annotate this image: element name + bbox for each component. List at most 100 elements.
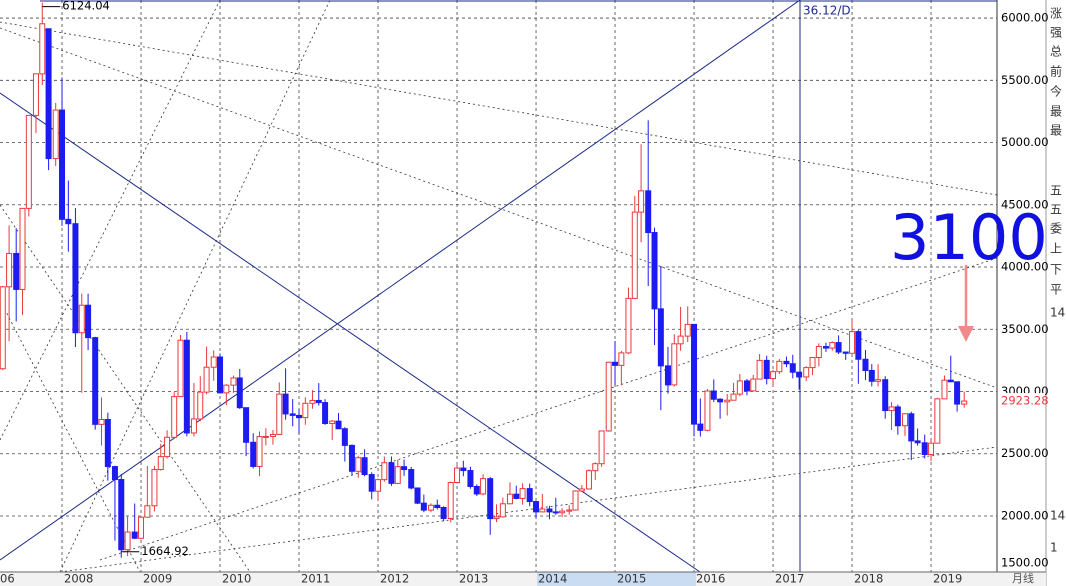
candle-body — [78, 304, 85, 334]
candle-body — [230, 377, 237, 386]
candle-body — [164, 436, 171, 458]
candle-body — [19, 207, 26, 290]
candle-body — [39, 23, 46, 75]
side-panel-text: 上 — [1050, 242, 1062, 256]
candle-body — [815, 346, 822, 359]
candle-body — [329, 420, 336, 424]
candle-body — [566, 509, 573, 512]
candle-body — [894, 406, 901, 427]
angle-label: 36.12/D — [803, 4, 851, 18]
candle-body — [908, 413, 915, 442]
candle-body — [138, 516, 145, 539]
candle-body — [151, 469, 158, 507]
x-tick-label: 2013 — [459, 572, 488, 586]
candle-body — [928, 442, 935, 455]
candle-body — [104, 419, 111, 468]
candle-body — [763, 359, 770, 380]
candle-body — [691, 323, 698, 425]
candle-body — [849, 331, 856, 354]
candle-body — [447, 481, 454, 519]
side-panel-text: 强 — [1050, 26, 1062, 40]
fan-line — [59, 0, 331, 573]
x-tick-label: 2009 — [143, 572, 172, 586]
y-tick-label: 4000.00 — [1001, 260, 1049, 274]
side-panel-text: 委 — [1050, 222, 1062, 236]
candle-body — [519, 488, 526, 499]
x-tick-label: 06 — [0, 572, 15, 586]
candle-body — [32, 73, 39, 116]
candle-body — [487, 478, 494, 520]
candle-body — [776, 360, 783, 373]
candles — [0, 2, 968, 558]
side-panel-text: 14 — [1050, 306, 1065, 320]
candle-body — [59, 109, 66, 220]
candle-body — [85, 304, 92, 339]
candle-body — [585, 470, 592, 490]
side-panel-text: 14 — [1050, 509, 1065, 523]
candle-body — [388, 462, 395, 484]
candle-body — [454, 467, 461, 483]
x-axis-strip — [0, 572, 1046, 586]
side-panel-text: 今 — [1050, 84, 1062, 99]
candle-body — [414, 487, 421, 504]
candle-body — [276, 393, 283, 435]
candle-body — [72, 223, 79, 334]
side-panel-text: 下 — [1050, 263, 1062, 277]
candle-body — [539, 508, 546, 513]
x-tick-label: 2014 — [538, 572, 567, 586]
fan-line — [0, 204, 251, 573]
candle-body — [52, 109, 59, 160]
candle-body — [381, 462, 388, 481]
candle-body — [440, 507, 447, 519]
candle-body — [420, 502, 427, 511]
candle-body — [546, 508, 553, 513]
candle-body — [467, 470, 474, 487]
candle-body — [282, 393, 289, 415]
candle-body — [947, 379, 954, 383]
candle-body — [322, 402, 329, 424]
candle-body — [868, 369, 875, 382]
candle-body — [578, 488, 585, 492]
candle-body — [770, 371, 777, 380]
candle-body — [684, 323, 691, 337]
candle-body — [262, 435, 269, 438]
candle-body — [171, 396, 178, 438]
y-tick-label: 5500.00 — [1001, 73, 1049, 87]
x-tick-label: 2016 — [696, 572, 725, 586]
candle-body — [289, 413, 296, 416]
side-panel-text: 最 — [1050, 105, 1062, 119]
candle-body — [552, 511, 559, 514]
candle-body — [704, 390, 711, 431]
last-price-label: 2923.28 — [1001, 394, 1049, 408]
x-tick-label: 2018 — [854, 572, 883, 586]
candle-body — [743, 380, 750, 392]
side-panel-text: 前 — [1050, 64, 1062, 79]
candle-body — [375, 479, 382, 492]
candle-body — [835, 342, 842, 353]
y-tick-label: 2000.00 — [1001, 508, 1049, 522]
candle-body — [480, 478, 487, 495]
candle-body — [408, 469, 415, 489]
x-axis-selection — [537, 572, 696, 586]
candle-body — [842, 351, 849, 354]
candle-body — [315, 399, 322, 404]
candle-body — [203, 366, 210, 393]
peak-label: 6124.04 — [62, 0, 110, 13]
candle-body — [6, 252, 13, 288]
candle-body — [875, 379, 882, 382]
side-panel-text: 最 — [1050, 124, 1062, 138]
candle-body — [243, 407, 250, 443]
side-panel-text: 涨 — [1050, 6, 1062, 21]
fan-line — [0, 0, 801, 561]
candle-body — [394, 466, 401, 484]
candle-body — [144, 505, 151, 518]
fan-line — [0, 21, 998, 196]
candle-body — [750, 378, 757, 392]
candle-body — [65, 218, 72, 225]
candle-body — [736, 380, 743, 395]
side-panel-text: 1 — [1050, 541, 1058, 555]
candle-body — [118, 479, 125, 551]
x-tick-label: 2011 — [301, 572, 330, 586]
target-label: 3100 — [890, 201, 1048, 274]
